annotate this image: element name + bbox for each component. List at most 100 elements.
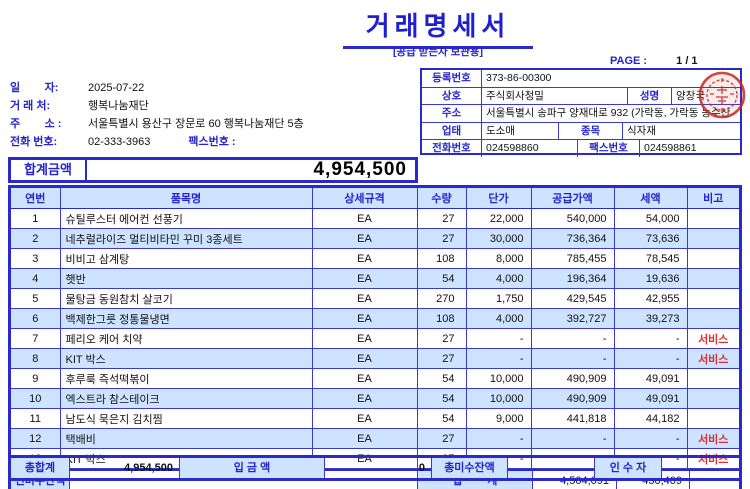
cell-item-name: 남도식 묵은지 김치찜 [60,408,313,429]
buyer-date-row: 일 자: 2025-07-22 [10,79,415,97]
cell-qty: 54 [417,368,467,389]
supplier-biztype-row: 업태 도소매 종목 식자재 [422,122,740,141]
cell-spec: EA [312,268,418,289]
cell-item-name: 백제한그릇 정통물냉면 [60,308,313,329]
cell-unit-price: - [466,328,532,349]
table-row: 9 후루룩 즉석떡볶이 EA 54 10,000 490,909 49,091 [11,368,739,389]
supplier-address-label: 주소 [422,105,482,122]
cell-no: 6 [11,308,61,329]
table-row: 8 KIT 박스 EA 27 - - - 서비스 [11,348,739,369]
supplier-phone-row: 전화번호 024598860 팩스번호 024598861 [422,140,740,157]
cell-spec: EA [312,428,418,449]
deposit-label: 입 금 액 [180,458,325,478]
cell-tax: 78,545 [614,248,688,269]
cell-unit-price: 22,000 [466,208,532,229]
buyer-info: 일 자: 2025-07-22 거 래 처: 행복나눔재단 주 소 : 서울특별… [10,79,415,151]
cell-no: 5 [11,288,61,309]
cell-unit-price: 9,000 [466,408,532,429]
supplier-address-row: 주소 서울특별시 송파구 양재대로 932 (가락동, 가락동 농수산 [422,105,740,123]
supplier-address-value: 서울특별시 송파구 양재대로 932 (가락동, 가락동 농수산 [486,107,731,120]
phone-value: 02-333-3963 [88,136,151,148]
cell-tax: 44,182 [614,408,688,429]
cell-no: 10 [11,388,61,409]
table-row: 11 남도식 묵은지 김치찜 EA 54 9,000 441,818 44,18… [11,408,739,429]
table-row: 2 네추럴라이즈 멀티비타민 꾸미 3종세트 EA 27 30,000 736,… [11,228,739,249]
cell-no: 2 [11,228,61,249]
grand-total-footer-value: 4,954,500 [70,458,180,478]
address-value: 서울특별시 용산구 장문로 60 행복나눔재단 5층 [88,118,304,130]
cell-unit-price: 1,750 [466,288,532,309]
cell-item-name: KIT 박스 [60,348,313,369]
cell-no: 11 [11,408,61,429]
cell-tax: - [614,328,688,349]
cell-no: 7 [11,328,61,349]
cell-unit-price: 4,000 [466,308,532,329]
grand-total-box: 합계금액 4,954,500 [8,157,418,183]
cell-qty: 54 [417,408,467,429]
items-table-box: 연번 품목명 상세규격 수량 단가 공급가액 세액 비고 1 슈틸루스터 에어컨… [8,185,742,489]
company-value: 주식회사청밀 [482,87,628,105]
table-header-row: 연번 품목명 상세규격 수량 단가 공급가액 세액 비고 [11,188,739,209]
biztype-value: 도소매 [482,122,559,140]
buyer-client-row: 거 래 처: 행복나눔재단 [10,97,415,115]
receiver-label: 인 수 자 [595,458,662,478]
outstanding-label: 총미수잔액 [432,458,508,478]
date-value: 2025-07-22 [88,82,145,94]
cell-item-name: 비비고 삼계탕 [60,248,313,269]
cell-unit-price: - [466,428,532,449]
table-row: 5 물탕금 동원참치 살코기 EA 270 1,750 429,545 42,9… [11,288,739,309]
table-row: 10 엑스트라 참스테이크 EA 54 10,000 490,909 49,09… [11,388,739,409]
bizitem-value: 식자재 [627,124,656,137]
table-row: 6 백제한그릇 정통물냉면 EA 108 4,000 392,727 39,27… [11,308,739,329]
cell-note [687,388,739,409]
cell-item-name: 페리오 케어 치약 [60,328,313,349]
cell-spec: EA [312,328,418,349]
page-indicator: PAGE : 1 / 1 [610,55,740,67]
cell-no: 8 [11,348,61,369]
cell-spec: EA [312,388,418,409]
header-item-name: 품목명 [60,188,313,209]
cell-note [687,208,739,229]
cell-note: 서비스 [687,428,739,449]
footer-totals-box: 총합계 4,954,500 입 금 액 0 총미수잔액 인 수 자 [8,455,742,481]
cell-item-name: 엑스트라 참스테이크 [60,388,313,409]
cell-note [687,288,739,309]
supplier-fax-label: 팩스번호 [578,140,640,157]
cell-supply-amount: 429,545 [531,288,615,309]
bizitem-label: 종목 [559,122,623,140]
cell-supply-amount: 490,909 [531,388,615,409]
cell-item-name: 물탕금 동원참치 살코기 [60,288,313,309]
cell-note: 서비스 [687,348,739,369]
cell-no: 4 [11,268,61,289]
items-table: 연번 품목명 상세규격 수량 단가 공급가액 세액 비고 1 슈틸루스터 에어컨… [11,188,739,469]
cell-item-name: 슈틸루스터 에어컨 선풍기 [60,208,313,229]
ceo-value: 양창국 [676,89,705,102]
page-label: PAGE : [610,55,648,67]
cell-qty: 54 [417,268,467,289]
header-tax: 세액 [614,188,688,209]
page-value: 1 / 1 [676,55,698,67]
cell-spec: EA [312,248,418,269]
cell-supply-amount: - [531,428,615,449]
cell-item-name: 햇반 [60,268,313,289]
grand-total-footer-label: 총합계 [11,458,70,478]
buyer-address-row: 주 소 : 서울특별시 용산구 장문로 60 행복나눔재단 5층 [10,115,415,133]
header-qty: 수량 [417,188,467,209]
fax-label: 팩스번호 : [188,136,236,148]
cell-supply-amount: 392,727 [531,308,615,329]
header-supply-amount: 공급가액 [531,188,615,209]
cell-tax: 54,000 [614,208,688,229]
reg-label: 등록번호 [422,70,482,87]
cell-note [687,408,739,429]
supplier-name-row: 상호 주식회사청밀 성명 양창국 [422,87,740,106]
grand-total-value: 4,954,500 [313,159,407,180]
deposit-value: 0 [325,458,432,478]
cell-supply-amount: 490,909 [531,368,615,389]
client-label: 거 래 처: [10,100,51,112]
company-label: 상호 [422,87,482,105]
cell-note [687,308,739,329]
cell-note [687,228,739,249]
supplier-tel-value: 024598860 [482,140,578,157]
cell-item-name: 네추럴라이즈 멀티비타민 꾸미 3종세트 [60,228,313,249]
